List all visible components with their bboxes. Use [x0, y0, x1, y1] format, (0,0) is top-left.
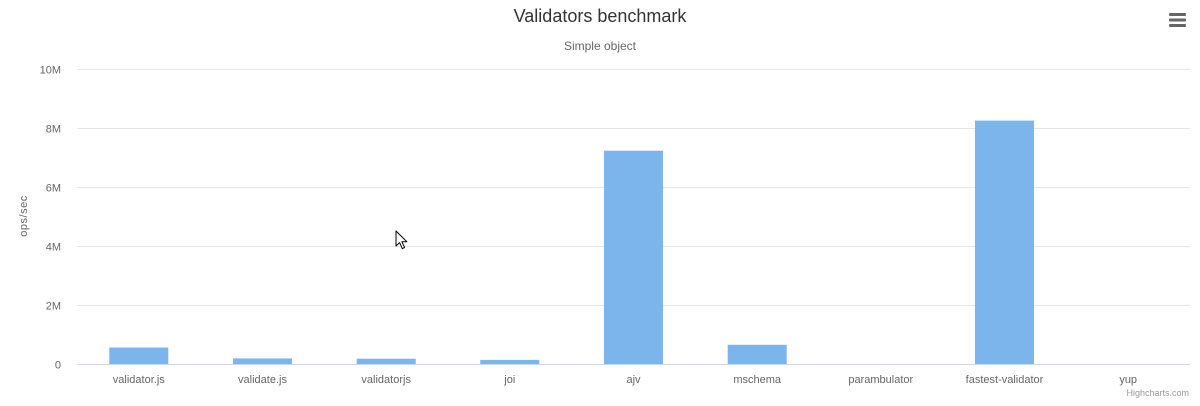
mouse-pointer-icon — [395, 230, 408, 250]
bar-validate-js[interactable] — [233, 358, 292, 364]
x-tick-label: mschema — [733, 374, 782, 386]
y-axis-title: ops/sec — [18, 195, 30, 236]
y-axis-tick-labels: 0 2M 4M 6M 8M 10M — [40, 65, 61, 372]
y-tick-label: 4M — [46, 242, 61, 254]
chart-menu-button[interactable] — [1164, 8, 1190, 32]
hamburger-menu-icon — [1169, 13, 1186, 27]
y-tick-label: 8M — [46, 124, 61, 136]
x-tick-label: ajv — [626, 374, 641, 386]
bar-joi[interactable] — [480, 359, 540, 364]
bar-fastest-validator[interactable] — [975, 120, 1034, 364]
x-tick-label: validator.js — [113, 374, 165, 386]
x-tick-label: validate.js — [238, 374, 287, 386]
x-axis-tick-labels: validator.js validate.js validatorjs joi ajv… — [113, 374, 1137, 386]
chart-title: Validators benchmark — [514, 6, 688, 26]
x-tick-label: parambulator — [848, 374, 913, 386]
bar-mschema[interactable] — [727, 344, 787, 364]
x-tick-label: validatorjs — [361, 374, 411, 386]
y-tick-label: 2M — [46, 301, 61, 313]
x-tick-label: joi — [503, 374, 515, 386]
y-tick-label: 6M — [46, 183, 61, 195]
y-tick-label: 10M — [40, 65, 61, 77]
bar-ajv[interactable] — [604, 150, 663, 364]
y-tick-label: 0 — [55, 360, 61, 372]
bar-series — [109, 120, 1034, 365]
bar-validator-js[interactable] — [109, 347, 169, 365]
x-tick-label: yup — [1119, 374, 1137, 386]
chart-subtitle: Simple object — [564, 39, 637, 53]
bar-validatorjs[interactable] — [356, 358, 416, 364]
chart-credits[interactable]: Highcharts.com — [1126, 388, 1189, 398]
x-tick-label: fastest-validator — [966, 374, 1044, 386]
